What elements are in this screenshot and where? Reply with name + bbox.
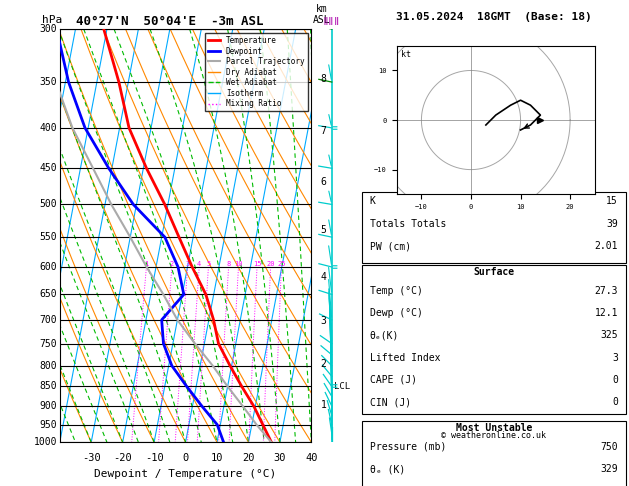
Text: 8: 8 [321, 74, 326, 84]
Text: 950: 950 [40, 419, 57, 430]
Text: 300: 300 [40, 24, 57, 34]
Text: 900: 900 [40, 401, 57, 411]
Text: Pressure (mb): Pressure (mb) [370, 442, 446, 452]
Bar [362, 421, 626, 486]
Text: kt: kt [401, 50, 411, 59]
Text: 600: 600 [40, 262, 57, 272]
Text: 500: 500 [40, 199, 57, 209]
Text: ≡: ≡ [332, 262, 338, 272]
Text: 3: 3 [186, 261, 190, 267]
Text: 350: 350 [40, 77, 57, 87]
Text: ≡: ≡ [332, 382, 338, 392]
Legend: Temperature, Dewpoint, Parcel Trajectory, Dry Adiabat, Wet Adiabat, Isotherm, Mi: Temperature, Dewpoint, Parcel Trajectory… [205, 33, 308, 111]
Text: 30: 30 [274, 452, 286, 463]
Text: CAPE (J): CAPE (J) [370, 375, 416, 385]
Text: 4: 4 [321, 272, 326, 282]
Text: 10: 10 [234, 261, 243, 267]
Text: -20: -20 [113, 452, 132, 463]
Text: 329: 329 [600, 464, 618, 474]
Bar [362, 265, 626, 415]
Text: -30: -30 [82, 452, 101, 463]
Text: 15: 15 [253, 261, 261, 267]
Text: 27.3: 27.3 [594, 286, 618, 295]
Text: 2.01: 2.01 [594, 241, 618, 251]
Text: 1000: 1000 [34, 437, 57, 447]
Text: 4: 4 [197, 261, 201, 267]
Text: 1: 1 [144, 261, 148, 267]
Text: 6: 6 [321, 177, 326, 187]
Text: 750: 750 [600, 442, 618, 452]
Text: K: K [370, 196, 376, 207]
Text: ǁǁǁ: ǁǁǁ [323, 17, 341, 27]
Text: 25: 25 [277, 261, 286, 267]
Text: -10: -10 [145, 452, 164, 463]
Text: 8: 8 [226, 261, 231, 267]
Text: 750: 750 [40, 339, 57, 348]
Text: 400: 400 [40, 123, 57, 133]
Text: 0: 0 [612, 375, 618, 385]
Text: 450: 450 [40, 163, 57, 174]
Text: Most Unstable: Most Unstable [455, 423, 532, 433]
Text: 700: 700 [40, 315, 57, 325]
Text: LCL: LCL [333, 382, 350, 391]
Text: 1: 1 [321, 400, 326, 410]
Text: 3: 3 [612, 352, 618, 363]
Text: Dewpoint / Temperature (°C): Dewpoint / Temperature (°C) [94, 469, 277, 479]
Text: 550: 550 [40, 232, 57, 242]
Text: 7: 7 [321, 126, 326, 136]
Text: 2: 2 [321, 359, 326, 368]
Text: 31.05.2024  18GMT  (Base: 18): 31.05.2024 18GMT (Base: 18) [396, 12, 592, 22]
Text: 800: 800 [40, 361, 57, 371]
Text: hPa: hPa [42, 15, 62, 25]
Text: 325: 325 [600, 330, 618, 340]
Text: 15: 15 [606, 196, 618, 207]
Text: 12.1: 12.1 [594, 308, 618, 318]
Text: Totals Totals: Totals Totals [370, 219, 446, 229]
Text: km
ASL: km ASL [313, 4, 330, 25]
Text: Lifted Index: Lifted Index [370, 352, 440, 363]
Text: 3: 3 [321, 316, 326, 326]
Text: 10: 10 [211, 452, 223, 463]
Bar [362, 192, 626, 263]
Text: 5: 5 [206, 261, 211, 267]
Text: ≡: ≡ [332, 123, 338, 133]
Text: 2: 2 [170, 261, 174, 267]
Text: PW (cm): PW (cm) [370, 241, 411, 251]
Text: 20: 20 [267, 261, 275, 267]
Text: 0: 0 [612, 397, 618, 407]
Text: Temp (°C): Temp (°C) [370, 286, 423, 295]
Text: Dewp (°C): Dewp (°C) [370, 308, 423, 318]
Text: θₑ(K): θₑ(K) [370, 330, 399, 340]
Text: © weatheronline.co.uk: © weatheronline.co.uk [442, 431, 546, 440]
Text: 0: 0 [182, 452, 189, 463]
Text: 20: 20 [242, 452, 255, 463]
Text: 39: 39 [606, 219, 618, 229]
Text: 40: 40 [305, 452, 318, 463]
Text: 40°27'N  50°04'E  -3m ASL: 40°27'N 50°04'E -3m ASL [76, 15, 264, 28]
Text: θₑ (K): θₑ (K) [370, 464, 405, 474]
Text: 850: 850 [40, 382, 57, 392]
Text: Surface: Surface [473, 267, 515, 277]
Text: 5: 5 [321, 225, 326, 235]
Text: 650: 650 [40, 290, 57, 299]
Text: CIN (J): CIN (J) [370, 397, 411, 407]
